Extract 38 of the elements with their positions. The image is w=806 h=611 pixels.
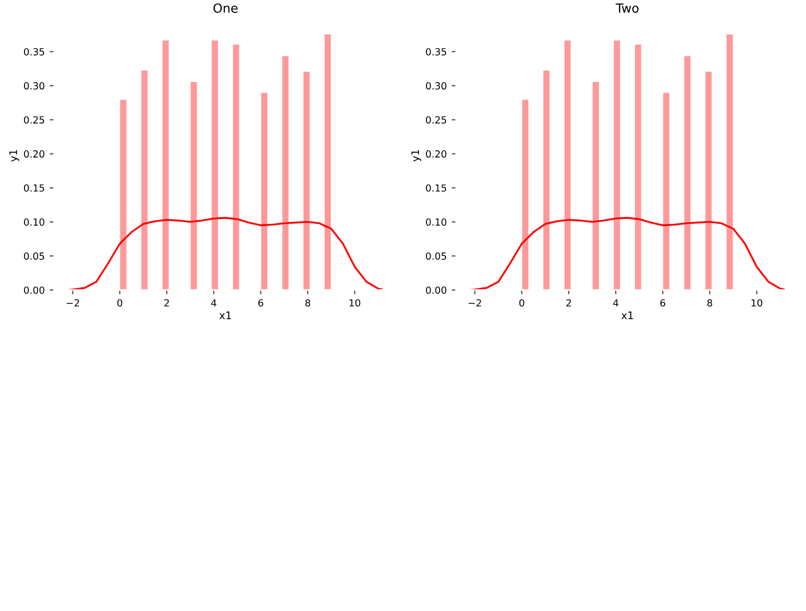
line-series bbox=[68, 216, 383, 290]
y-tick-label: 0.10 bbox=[426, 218, 446, 226]
line-series bbox=[470, 216, 785, 290]
y-tick-label: 0.25 bbox=[426, 116, 446, 124]
y-tick-label: 0.30 bbox=[24, 82, 44, 90]
y-tick-label: 0.00 bbox=[426, 286, 446, 294]
y-tick-label: 0.00 bbox=[24, 286, 44, 294]
x-tick-label: 8 bbox=[305, 299, 310, 307]
y-tick-label: 0.20 bbox=[24, 150, 44, 158]
x-tick-label: 8 bbox=[707, 299, 712, 307]
y-tick-label: 0.30 bbox=[426, 82, 446, 90]
y-tick-label: 0.15 bbox=[426, 184, 446, 192]
x-tick-label: 0 bbox=[519, 299, 524, 307]
x-tick-label: −2 bbox=[468, 299, 481, 306]
chart-title: Two bbox=[616, 4, 639, 13]
x-tick-label: 4 bbox=[613, 299, 618, 306]
y-tick-label: 0.20 bbox=[426, 150, 446, 158]
x-tick-label: −2 bbox=[66, 299, 79, 306]
y-tick-label: 0.05 bbox=[24, 252, 44, 260]
x-tick-label: 4 bbox=[211, 299, 216, 306]
chart-title: One bbox=[213, 3, 238, 13]
x-tick-label: 2 bbox=[566, 299, 571, 306]
y-tick-label: 0.05 bbox=[426, 252, 446, 260]
x-tick-label: 10 bbox=[350, 299, 360, 307]
y-tick-label: 0.10 bbox=[24, 218, 44, 226]
x-axis-title: x1 bbox=[219, 312, 231, 320]
y-tick-label: 0.35 bbox=[426, 48, 446, 56]
x-tick-label: 2 bbox=[164, 299, 169, 306]
y-axis-title: y1 bbox=[411, 150, 422, 162]
x-axis-title: x1 bbox=[621, 312, 633, 320]
x-tick-label: 6 bbox=[660, 299, 666, 307]
y-tick-label: 0.15 bbox=[24, 184, 44, 192]
x-tick-label: 0 bbox=[117, 299, 122, 307]
y-axis-title: y1 bbox=[9, 150, 20, 162]
x-tick-label: 10 bbox=[752, 299, 762, 307]
y-tick-label: 0.35 bbox=[24, 48, 44, 56]
x-tick-label: 6 bbox=[258, 299, 264, 307]
y-tick-label: 0.25 bbox=[24, 116, 44, 124]
